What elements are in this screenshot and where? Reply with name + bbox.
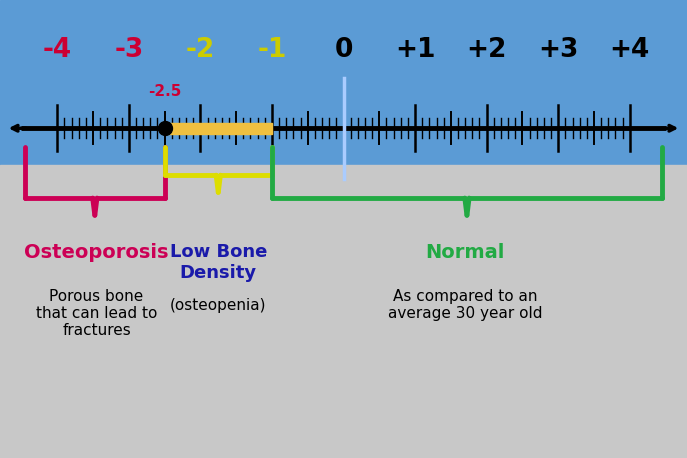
Text: +2: +2 bbox=[466, 38, 507, 63]
Text: Osteoporosis: Osteoporosis bbox=[24, 243, 169, 262]
Text: -1: -1 bbox=[257, 38, 286, 63]
Text: -2.5: -2.5 bbox=[148, 84, 181, 99]
Text: +4: +4 bbox=[609, 38, 650, 63]
Text: -3: -3 bbox=[114, 38, 144, 63]
Bar bbox=[165, 122, 272, 134]
Text: (osteopenia): (osteopenia) bbox=[170, 298, 267, 313]
Text: Porous bone
that can lead to
fractures: Porous bone that can lead to fractures bbox=[36, 289, 157, 338]
Text: -2: -2 bbox=[185, 38, 215, 63]
Text: As compared to an
average 30 year old: As compared to an average 30 year old bbox=[388, 289, 543, 321]
Bar bbox=[0, 165, 687, 458]
Bar bbox=[0, 0, 687, 165]
Text: +1: +1 bbox=[395, 38, 436, 63]
Text: +3: +3 bbox=[538, 38, 578, 63]
Text: -4: -4 bbox=[43, 38, 72, 63]
Text: 0: 0 bbox=[335, 38, 352, 63]
Text: Normal: Normal bbox=[425, 243, 505, 262]
Text: Low Bone
Density: Low Bone Density bbox=[170, 243, 267, 282]
